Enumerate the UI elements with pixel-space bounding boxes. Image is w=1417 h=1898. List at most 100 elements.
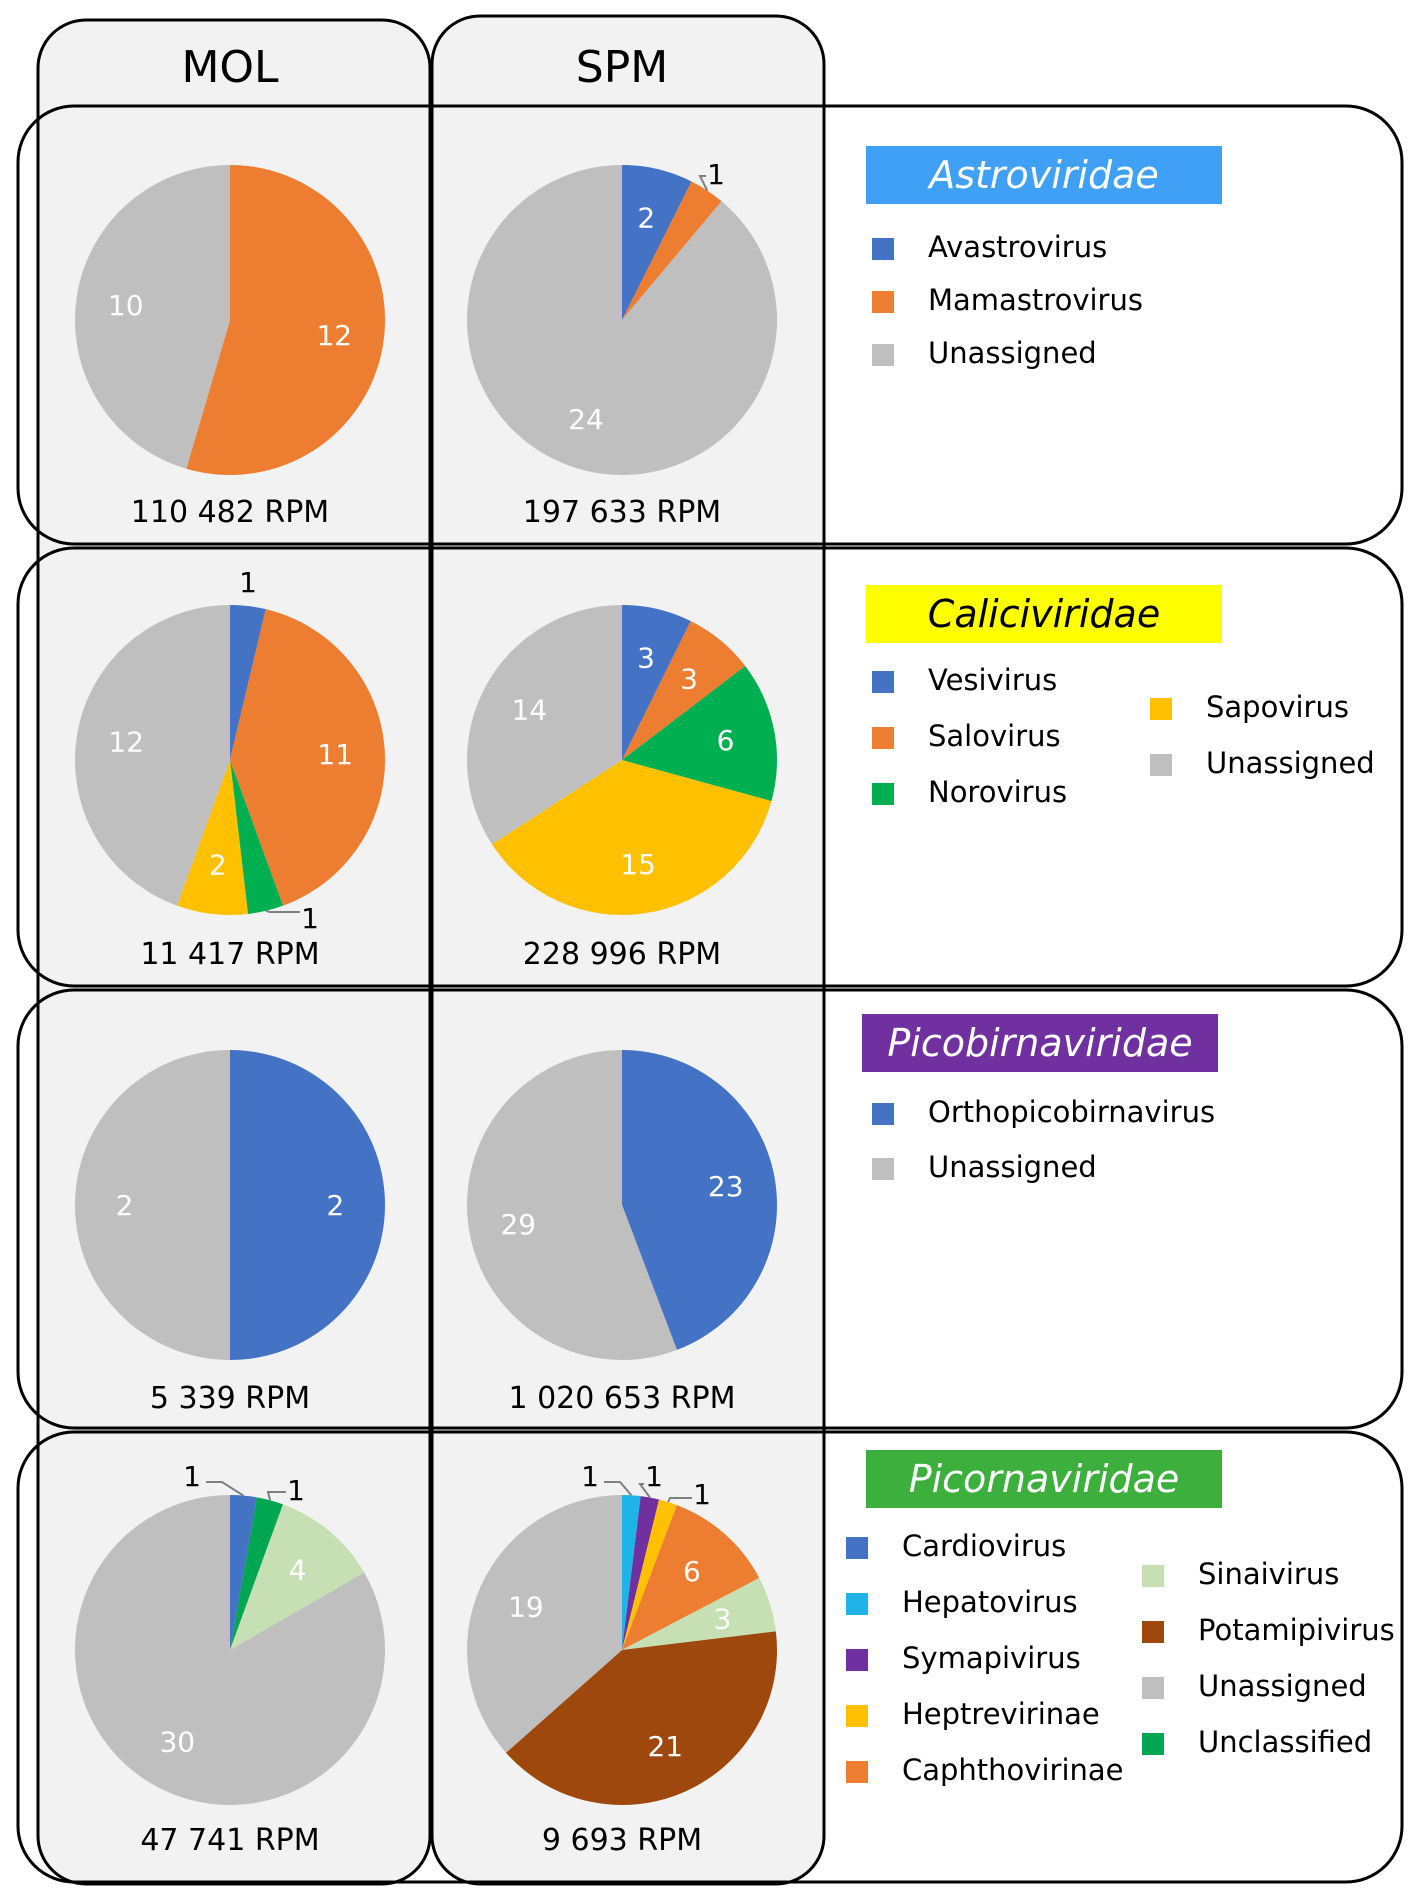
slice-label-unassigned: 10	[108, 289, 144, 322]
row-frame-astroviridae	[16, 104, 1404, 546]
row-frame-caliciviridae	[16, 546, 1404, 988]
pie-slice-mamastrovirus	[622, 181, 722, 320]
slice-label-sinaivirus: 4	[289, 1553, 307, 1586]
legend-swatch-unassigned	[872, 1158, 894, 1180]
slice-label-orthopicobirnavirus: 2	[326, 1189, 344, 1222]
pie-slice-unassigned	[75, 165, 230, 469]
pie-slice-salovirus	[230, 609, 385, 906]
slice-label-norovirus: 1	[301, 902, 319, 935]
legend-swatch-unassigned	[1150, 754, 1172, 776]
family-title-box	[866, 585, 1222, 643]
legend-label-unassigned: Unassigned	[1198, 1669, 1367, 1703]
pie-slice-hepatovirus	[622, 1495, 641, 1650]
leader-line	[206, 1481, 245, 1497]
slice-label-salovirus: 11	[317, 738, 353, 771]
legend-swatch-unassigned	[1142, 1677, 1164, 1699]
leader-line	[638, 1483, 651, 1499]
slice-label-heptrevirinae: 1	[693, 1478, 711, 1511]
legend-swatch-heptrevirinae	[846, 1705, 868, 1727]
leader-line	[604, 1481, 633, 1496]
legend-label-norovirus: Norovirus	[928, 775, 1067, 809]
slice-label-sapovirus: 15	[620, 848, 656, 881]
legend-label-unassigned: Unassigned	[928, 1150, 1097, 1184]
slice-label-avastrovirus: 2	[637, 201, 655, 234]
family-title-box	[862, 1014, 1218, 1072]
slice-label-symapivirus: 1	[645, 1460, 663, 1493]
pie-slice-symapivirus	[622, 1496, 660, 1650]
legend-label-unassigned: Unassigned	[928, 336, 1097, 370]
pie-slice-sinaivirus	[622, 1577, 776, 1650]
pie-slice-unassigned	[467, 1495, 622, 1753]
pie-slice-cardiovirus	[230, 1495, 257, 1650]
rpm-label: 9 693 RPM	[542, 1823, 702, 1858]
pie-slice-unassigned	[467, 165, 778, 475]
pie-mol-picobirnaviridae: 2 2 5 339 RPM	[75, 1050, 385, 1416]
rpm-label: 11 417 RPM	[140, 937, 319, 972]
slice-label-orthopicobirnavirus: 23	[708, 1170, 744, 1203]
slice-label-mamastrovirus: 1	[707, 158, 725, 191]
leader-line	[698, 175, 709, 191]
slice-label-unassigned: 30	[159, 1725, 195, 1758]
pie-slice-salovirus	[622, 621, 746, 760]
legend-label-orthopicobirnavirus: Orthopicobirnavirus	[928, 1095, 1215, 1129]
slice-label-norovirus: 6	[717, 724, 735, 757]
family-title: Caliciviridae	[928, 592, 1160, 636]
legend-label-heptrevirinae: Heptrevirinae	[902, 1697, 1100, 1731]
slice-label-vesivirus: 3	[637, 641, 655, 674]
chart-astroviridae: Astroviridae Avastrovirus Mamastrovirus Una…	[75, 146, 1222, 530]
legend-label-symapivirus: Symapivirus	[902, 1641, 1081, 1675]
pie-slice-unassigned	[75, 605, 231, 906]
legend-swatch-sinaivirus	[1142, 1565, 1164, 1587]
legend-label-cardiovirus: Cardiovirus	[902, 1529, 1066, 1563]
legend-label-avastrovirus: Avastrovirus	[928, 230, 1107, 264]
slice-label-salovirus: 3	[680, 663, 698, 696]
pie-slice-orthopicobirnavirus	[622, 1050, 778, 1350]
legend-swatch-potamipivirus	[1142, 1621, 1164, 1643]
column-panel-mol	[36, 18, 432, 1886]
slice-label-unclassified: 1	[287, 1474, 305, 1507]
legend-swatch-avastrovirus	[872, 238, 894, 260]
column-header-spm: SPM	[576, 42, 668, 93]
slice-label-caphthovirinae: 6	[683, 1555, 701, 1588]
chart-caliciviridae: Caliciviridae Vesivirus Salovirus Norovirus…	[75, 566, 1375, 972]
pie-slice-avastrovirus	[622, 165, 692, 320]
rpm-label: 197 633 RPM	[523, 495, 721, 530]
family-title-box	[866, 1450, 1222, 1508]
slice-label-sinaivirus: 3	[714, 1603, 732, 1636]
chart-picornaviridae: Picornaviridae Cardiovirus Hepatovirus Syma…	[74, 1450, 1395, 1858]
legend-swatch-norovirus	[872, 783, 894, 805]
pie-slice-unassigned	[467, 1050, 677, 1361]
pie-slice-norovirus	[230, 760, 284, 914]
pie-slice-heptrevirinae	[622, 1499, 677, 1650]
leader-line	[266, 1491, 286, 1501]
slice-label-potamipivirus: 21	[647, 1730, 683, 1763]
pie-slice-sinaivirus	[230, 1504, 365, 1650]
family-title: Astroviridae	[926, 153, 1159, 197]
slice-label-cardiovirus: 1	[183, 1460, 201, 1493]
slice-label-unassigned: 24	[568, 403, 604, 436]
pie-spm-astroviridae: 2 1 24 197 633 RPM	[467, 158, 778, 530]
pie-slice-sapovirus	[491, 760, 772, 915]
family-title: Picobirnaviridae	[887, 1021, 1192, 1065]
legend-swatch-hepatovirus	[846, 1593, 868, 1615]
legend-label-unclassified: Unclassified	[1198, 1725, 1372, 1759]
column-panel-spm	[430, 14, 826, 1886]
legend-label-hepatovirus: Hepatovirus	[902, 1585, 1078, 1619]
row-frame-picobirnaviridae	[16, 988, 1404, 1430]
pie-slice-caphthovirinae	[622, 1505, 760, 1650]
slice-label-mamastrovirus: 12	[316, 319, 352, 352]
pie-slice-mamastrovirus	[186, 165, 386, 475]
chart-picobirnaviridae: Picobirnaviridae Orthopicobirnavirus Unass…	[75, 1014, 1218, 1416]
pie-slice-vesivirus	[230, 605, 266, 760]
legend-swatch-cardiovirus	[846, 1537, 868, 1559]
pie-slice-norovirus	[622, 666, 777, 802]
legend-swatch-mamastrovirus	[872, 291, 894, 313]
row-frame-picornaviridae	[16, 1430, 1404, 1884]
pie-slice-sapovirus	[176, 760, 248, 915]
legend-label-caphthovirinae: Caphthovirinae	[902, 1753, 1124, 1787]
legend-swatch-unclassified	[1142, 1733, 1164, 1755]
